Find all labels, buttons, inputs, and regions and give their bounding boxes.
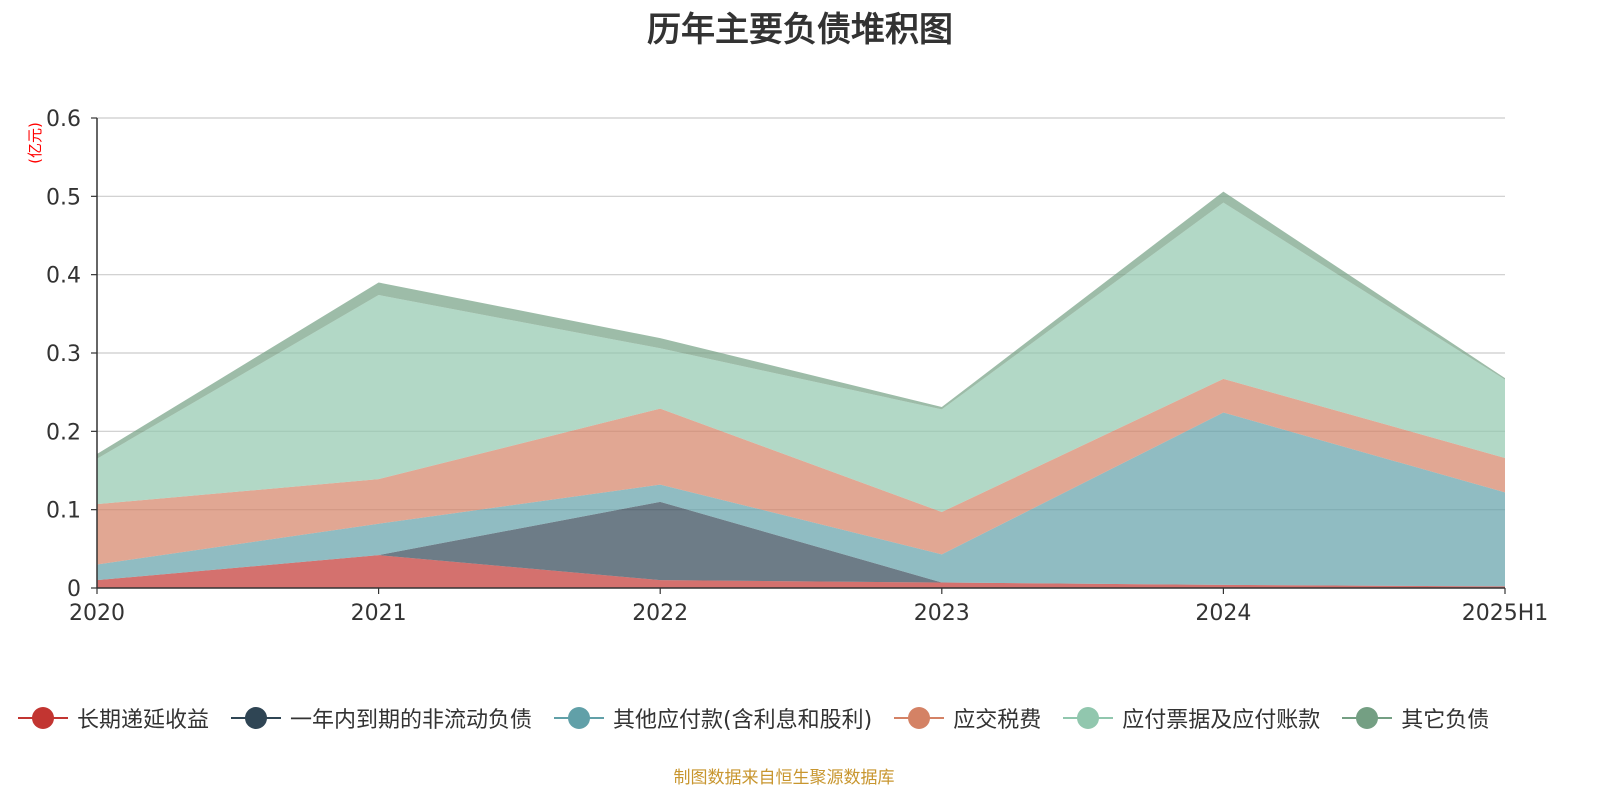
y-tick-label: 0.3 (46, 342, 81, 367)
y-tick-label: 0.2 (46, 420, 81, 445)
y-tick-label: 0.4 (46, 264, 81, 289)
legend-marker-icon (231, 705, 282, 731)
legend-item[interactable]: 应付票据及应付账款 (1063, 702, 1320, 734)
area-series-1 (97, 555, 1505, 588)
stacked-areas (97, 191, 1505, 588)
legend-label: 其它负债 (1401, 708, 1490, 733)
legend-marker-icon (1063, 705, 1114, 731)
legend-label: 其他应付款(含利息和股利) (613, 708, 873, 733)
x-tick-label: 2025H1 (1462, 601, 1549, 626)
y-axis-label: (亿元) (26, 122, 44, 164)
legend-marker-icon (894, 705, 945, 731)
legend-item[interactable]: 其它负债 (1342, 702, 1489, 734)
chart-title: 历年主要负债堆积图 (647, 10, 953, 50)
x-tick-label: 2020 (69, 601, 125, 626)
x-tick-label: 2023 (914, 601, 970, 626)
x-tick-label: 2022 (632, 601, 688, 626)
y-tick-label: 0.1 (46, 499, 81, 524)
legend: 长期递延收益 一年内到期的非流动负债 其他应付款(含利息和股利) 应交税费 应付票据及应… (18, 700, 1588, 736)
legend-marker-icon (554, 705, 605, 731)
y-tick-label: 0.5 (46, 185, 81, 210)
x-tick-label: 2024 (1195, 601, 1251, 626)
legend-item[interactable]: 其他应付款(含利息和股利) (554, 702, 872, 734)
legend-marker-icon (18, 705, 68, 731)
legend-item[interactable]: 应交税费 (894, 702, 1041, 734)
legend-label: 应付票据及应付账款 (1122, 708, 1321, 733)
area-series-4 (97, 378, 1505, 565)
legend-item[interactable]: 一年内到期的非流动负债 (231, 702, 532, 734)
legend-marker-icon (1342, 705, 1393, 731)
area-series-3 (97, 412, 1505, 587)
y-tick-label: 0.6 (46, 107, 81, 132)
legend-item[interactable]: 长期递延收益 (18, 702, 209, 734)
y-tick-label: 0 (67, 577, 81, 602)
area-series-2 (97, 501, 1505, 587)
axes: 0 0.1 0.2 0.3 0.4 0.5 0.6 2020 2021 2022 2023 2024 2… (46, 107, 1548, 626)
legend-label: 应交税费 (953, 708, 1042, 733)
legend-label: 一年内到期的非流动负债 (290, 708, 533, 733)
area-series-5 (97, 202, 1505, 513)
source-note: 制图数据来自恒生聚源数据库 (673, 768, 895, 788)
legend-label: 长期递延收益 (77, 708, 210, 733)
x-tick-label: 2021 (351, 601, 407, 626)
